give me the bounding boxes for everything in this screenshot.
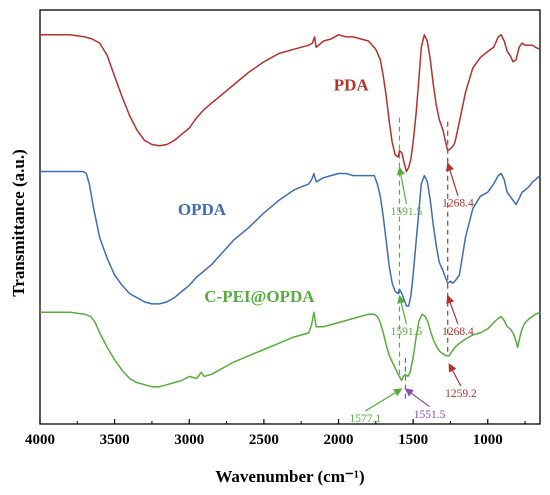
annotation-arrow xyxy=(365,388,403,412)
plot-frame xyxy=(39,9,541,425)
annotation-label: 1268.4 xyxy=(442,198,474,210)
x-tick-label: 3500 xyxy=(100,432,130,448)
annotation-label: 1259.2 xyxy=(445,388,477,400)
series-line xyxy=(40,170,541,307)
annotation-label: 1591.5 xyxy=(391,206,423,218)
series-line xyxy=(40,34,541,173)
series-label: OPDA xyxy=(178,200,227,219)
series-label: PDA xyxy=(334,76,370,95)
x-axis-title: Wavenumber (cm⁻¹) xyxy=(215,467,364,486)
annotation-label: 1551.5 xyxy=(414,409,446,421)
series-label: C-PEI@OPDA xyxy=(204,287,315,306)
annotation-arrow xyxy=(446,294,459,325)
x-tick-label: 2000 xyxy=(324,432,354,448)
y-axis-title: Transmittance (a.u.) xyxy=(9,149,28,296)
annotation-label: 1268.4 xyxy=(442,326,474,338)
annotation-arrow xyxy=(396,166,408,205)
annotation-arrow xyxy=(404,388,430,408)
annotation-arrow xyxy=(448,363,462,387)
annotation-label: 1591.5 xyxy=(391,326,423,338)
series-line xyxy=(40,311,541,388)
x-tick-label: 1500 xyxy=(398,432,428,448)
x-tick-label: 3000 xyxy=(174,432,204,448)
x-tick-label: 2500 xyxy=(249,432,279,448)
annotation-arrow xyxy=(445,162,459,196)
annotation-label: 1577.1 xyxy=(350,413,382,425)
x-tick-label: 1000 xyxy=(473,432,503,448)
annotation-arrow xyxy=(397,294,408,325)
x-tick-label: 4000 xyxy=(25,432,55,448)
